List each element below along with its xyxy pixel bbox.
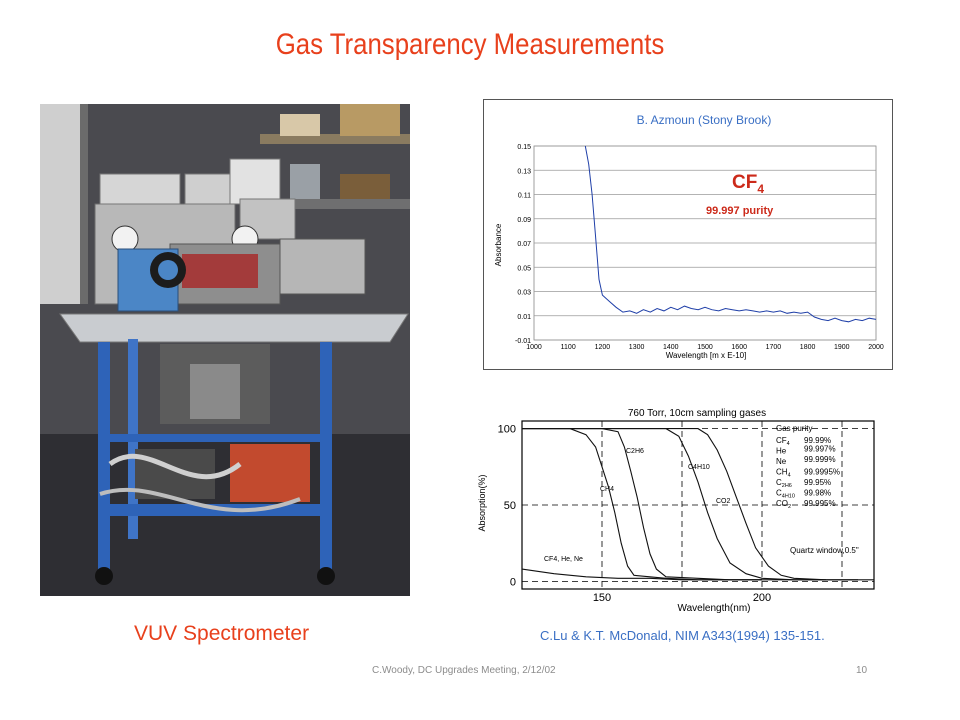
slide-title: Gas Transparency Measurements	[275, 28, 665, 61]
chart2-curve-label: C4H10	[688, 464, 710, 471]
chart2-x-tick-label: 200	[753, 592, 771, 604]
chart2-series-line	[522, 428, 762, 581]
chart1-x-tick-label: 1600	[731, 344, 747, 351]
chart2-y-tick-label: 50	[504, 500, 516, 512]
chart1-title: B. Azmoun (Stony Brook)	[637, 113, 772, 127]
chart2-xlabel: Wavelength(nm)	[678, 603, 751, 613]
chart2-series-line	[521, 568, 874, 581]
chart2-legend-entry: CH4 99.9995%	[776, 468, 840, 479]
chart2-legend-entry: CO2 99.995%	[776, 499, 836, 510]
chart1-y-tick-label: 0.03	[517, 290, 531, 297]
slide-footer: C.Woody, DC Upgrades Meeting, 2/12/02	[372, 665, 556, 676]
chart1-y-tick-label: 0.05	[517, 265, 531, 272]
chart2-curve-label: CO2	[716, 498, 731, 505]
chart1-series-line	[584, 145, 877, 323]
chart2-series-line	[522, 428, 858, 581]
spectrometer-photo	[40, 104, 410, 596]
chart2-y-tick-label: 0	[510, 576, 516, 588]
chart2-legend-entry: He 99.997%	[776, 445, 836, 456]
chart1-annotation-purity: 99.997 purity	[706, 205, 774, 217]
chart1-y-tick-label: 0.15	[517, 144, 531, 151]
chart2-legend-entry: C2H6 99.95%	[776, 478, 831, 489]
chart1-x-tick-label: 1500	[697, 344, 713, 351]
chart2-legend-entry: C4H10 99.98%	[776, 489, 831, 500]
chart1-x-tick-label: 1300	[629, 344, 645, 351]
chart1-xlabel: Wavelength [m x E-10]	[666, 351, 747, 360]
chart1-x-tick-label: 1100	[561, 344, 576, 351]
chart1-y-tick-label: 0.13	[517, 168, 531, 175]
chart2-curve-label: C2H6	[626, 448, 644, 455]
chart1-x-tick-label: 1700	[766, 344, 782, 351]
chart2-series-line	[522, 428, 826, 581]
chart2-reference: C.Lu & K.T. McDonald, NIM A343(1994) 135…	[540, 628, 825, 643]
chart1-y-tick-label: 0.01	[517, 314, 531, 321]
chart2-ylabel: Absorption(%)	[477, 474, 487, 531]
chart1-y-tick-label: 0.07	[517, 241, 531, 248]
chart1-y-tick-label: -0.01	[515, 338, 531, 345]
chart1-x-tick-label: 1400	[663, 344, 679, 351]
chart2-curve-label: CH4	[600, 486, 614, 493]
chart2-curve-label: CF4, He, Ne	[544, 556, 583, 563]
chart2-y-tick-label: 100	[498, 424, 516, 436]
chart2-x-tick-label: 150	[593, 592, 611, 604]
chart1-x-tick-label: 1800	[800, 344, 816, 351]
chart1-x-tick-label: 1000	[526, 344, 542, 351]
chart2-title: 760 Torr, 10cm sampling gases	[628, 408, 766, 419]
chart1-x-tick-label: 1900	[834, 344, 850, 351]
chart1-ylabel: Absorbance	[494, 223, 503, 266]
chart1-x-tick-label: 2000	[868, 344, 884, 351]
photo-caption: VUV Spectrometer	[134, 622, 310, 645]
cf4-absorbance-chart: B. Azmoun (Stony Brook) Absorbance Wavel…	[483, 99, 893, 370]
chart2-legend-title: Gas purity	[776, 424, 812, 433]
page-number: 10	[856, 665, 868, 676]
gas-absorption-chart: 760 Torr, 10cm sampling gases Absorption…	[474, 403, 879, 614]
chart1-annotation-cf: CF4	[732, 172, 764, 196]
chart2-annotation: Quartz window,0.5"	[790, 546, 859, 555]
chart1-x-tick-label: 1200	[595, 344, 611, 351]
chart2-legend-entry: CF4 99.99%	[776, 436, 831, 447]
chart1-y-tick-label: 0.09	[517, 217, 531, 224]
chart1-y-tick-label: 0.11	[518, 193, 531, 200]
chart2-legend-entry: Ne 99.999%	[776, 455, 836, 466]
